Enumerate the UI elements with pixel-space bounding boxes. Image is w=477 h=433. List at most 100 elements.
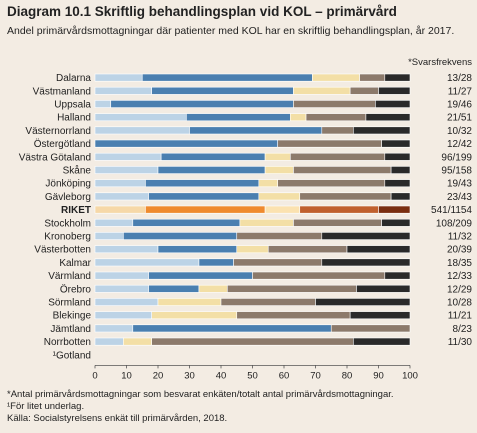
bar-norrbotten-sällan [151, 337, 354, 346]
response-rate-värmland: 12/33 [447, 271, 472, 282]
bar-norrbotten-alltid [94, 337, 124, 346]
category-label-västernorrland: Västernorrland [25, 126, 91, 137]
bar-halland-ofta [186, 113, 291, 122]
category-label-kalmar: Kalmar [59, 258, 91, 269]
bar-norrbotten-aldrig [352, 337, 411, 346]
bar-västernorrland-alltid [94, 126, 190, 135]
bar-örebro-till-ungefär-hälften [198, 284, 228, 293]
response-rate-sörmland: 10/28 [447, 298, 472, 309]
bar-jämtland-sällan [330, 324, 411, 333]
bar-västernorrland-ofta [189, 126, 323, 135]
category-label-skåne: Skåne [63, 165, 92, 177]
bar-halland-till-ungefär-hälften [289, 113, 307, 122]
bar-västra-götaland-alltid [94, 152, 162, 161]
bar-värmland-alltid [94, 271, 149, 280]
response-rate-östergötland: 12/42 [447, 139, 472, 150]
bar-sörmland-sällan [220, 298, 316, 306]
bar-gävleborg-ofta [148, 192, 260, 201]
category-label-östergötland: Östergötland [34, 138, 91, 150]
bar-blekinge-aldrig [349, 311, 411, 320]
bar-västmanland-alltid [94, 86, 153, 95]
response-rate-örebro: 12/29 [447, 284, 472, 295]
response-rate-västerbotten: 20/39 [447, 245, 472, 256]
category-label-västra-götaland: Västra Götaland [19, 152, 91, 163]
bar-kalmar-aldrig [321, 258, 411, 267]
response-rate-gävleborg: 23/43 [447, 192, 472, 203]
bar-västerbotten-ofta [157, 245, 238, 254]
response-rate-norrbotten: 11/30 [448, 337, 473, 348]
x-tick-label-90: 90 [373, 370, 384, 381]
bar-västmanland-sällan [349, 86, 379, 95]
bar-västerbotten-till-ungefär-hälften [236, 245, 269, 254]
bar-blekinge-sällan [236, 311, 351, 320]
bar-skåne-sällan [293, 166, 392, 174]
bar-riket-alltid [94, 205, 146, 214]
category-label-blekinge: Blekinge [53, 311, 92, 322]
bar-västmanland-till-ungefär-hälften [293, 86, 351, 95]
x-tick-label-0: 0 [92, 370, 97, 381]
bar-norrbotten-till-ungefär-hälften [123, 337, 152, 346]
bar-riket-ofta [145, 205, 266, 214]
bar-sörmland-aldrig [315, 298, 411, 306]
bar-stockholm-alltid [94, 218, 134, 227]
chart-subtitle: Andel primärvårdsmottagningar där patien… [7, 25, 455, 37]
category-label-sörmland: Sörmland [48, 298, 91, 309]
bar-jämtland-ofta [132, 324, 332, 333]
category-label-norrbotten: Norrbotten [44, 337, 91, 348]
response-rate-blekinge: 11/21 [448, 311, 473, 322]
bar-östergötland-sällan [277, 139, 382, 148]
bar-stockholm-ofta [132, 218, 241, 227]
x-tick-label-60: 60 [279, 370, 290, 381]
bar-västernorrland-sällan [321, 126, 354, 135]
bar-kronoberg-ofta [123, 232, 238, 240]
bar-gävleborg-aldrig [390, 192, 411, 201]
bar-gävleborg-sällan [299, 192, 392, 201]
response-rate-uppsala: 19/46 [447, 100, 472, 111]
bar-uppsala-sällan [293, 100, 376, 108]
bar-skåne-alltid [94, 166, 159, 174]
bar-västernorrland-aldrig [352, 126, 411, 135]
bar-värmland-aldrig [384, 271, 411, 280]
bar-örebro-ofta [148, 284, 200, 293]
bar-värmland-ofta [148, 271, 253, 280]
response-rate-kronoberg: 11/32 [448, 232, 473, 243]
bar-västmanland-aldrig [378, 86, 411, 95]
bar-östergötland-ofta [94, 139, 278, 148]
stacked-bar-chart: *Svarsfrekvens Dalarna 13/28 Västmanland 11/… [19, 57, 473, 381]
bar-örebro-alltid [94, 284, 149, 293]
bar-jönköping-till-ungefär-hälften [258, 179, 278, 188]
bar-dalarna-alltid [94, 73, 143, 82]
bar-blekinge-till-ungefär-hälften [151, 311, 238, 320]
category-label-västerbotten: Västerbotten [34, 245, 91, 256]
response-rate-jämtland: 8/23 [453, 324, 473, 335]
category-label-jönköping: Jönköping [45, 179, 91, 190]
footnote-response-rate: *Antal primärvårdsmottagningar som besva… [7, 389, 394, 400]
bar-uppsala-aldrig [375, 100, 411, 108]
bar-dalarna-till-ungefär-hälften [312, 73, 360, 82]
x-tick-label-80: 80 [342, 370, 353, 381]
response-rate-kalmar: 18/35 [447, 258, 472, 269]
bar-gävleborg-alltid [94, 192, 149, 201]
bar-kalmar-alltid [94, 258, 200, 267]
response-rate-riket: 541/1154 [431, 205, 472, 216]
bar-kronoberg-sällan [236, 232, 323, 240]
bar-uppsala-alltid [94, 100, 112, 108]
bar-värmland-sällan [252, 271, 386, 280]
bar-kronoberg-alltid [94, 232, 124, 240]
category-label-gotland: ¹Gotland [53, 350, 91, 361]
bar-västra-götaland-ofta [160, 152, 266, 161]
x-tick-label-30: 30 [184, 370, 195, 381]
bar-gävleborg-till-ungefär-hälften [258, 192, 301, 201]
x-tick-label-70: 70 [310, 370, 321, 381]
category-label-värmland: Värmland [48, 271, 91, 282]
response-rate-västernorrland: 10/32 [447, 126, 472, 137]
bar-stockholm-sällan [293, 218, 382, 227]
bar-halland-alltid [94, 113, 187, 122]
bar-riket-till-ungefär-hälften [264, 205, 301, 214]
category-label-halland: Halland [57, 113, 91, 124]
category-label-riket: RIKET [61, 205, 91, 216]
response-rate-stockholm: 108/209 [436, 218, 473, 229]
bar-västerbotten-sällan [267, 245, 348, 254]
bar-jönköping-alltid [94, 179, 146, 188]
category-label-gävleborg: Gävleborg [45, 192, 91, 203]
